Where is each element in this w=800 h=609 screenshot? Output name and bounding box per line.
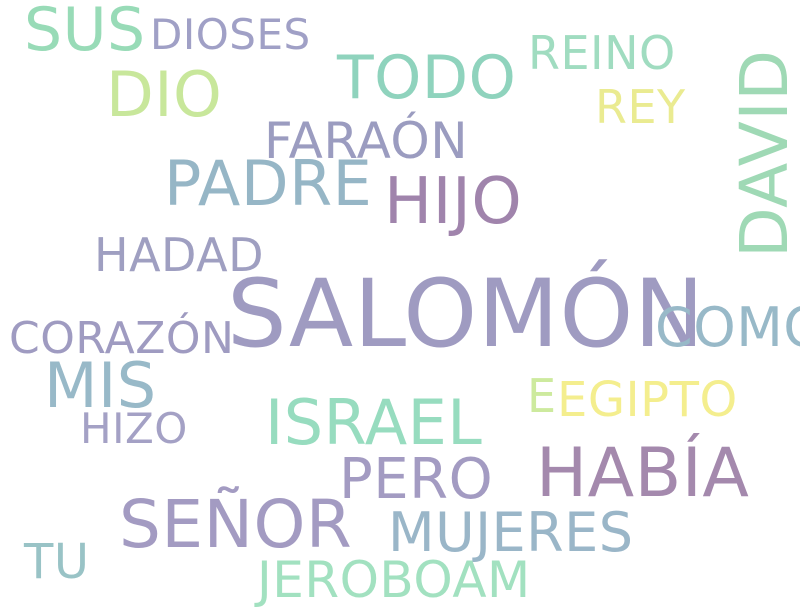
- word-hadad: HADAD: [94, 232, 264, 278]
- word-sus: SUS: [24, 0, 146, 60]
- word-dio: DIO: [106, 64, 222, 126]
- word-hizo: HIZO: [80, 408, 188, 450]
- word-reino: REINO: [528, 30, 676, 76]
- word-tu: TU: [24, 538, 89, 586]
- word-como: COMO: [655, 301, 800, 355]
- word-dioses: DIOSES: [150, 14, 311, 56]
- word-hijo: HIJO: [384, 170, 522, 234]
- word-senor: SEÑOR: [119, 492, 352, 558]
- word-israel: ISRAEL: [265, 392, 482, 454]
- word-faraon: FARAÓN: [264, 116, 468, 166]
- word-e: E: [527, 373, 557, 419]
- word-todo: TODO: [337, 48, 516, 108]
- word-rey: REY: [595, 84, 686, 130]
- word-jeroboam: JEROBOAM: [257, 555, 531, 605]
- word-salomon: SALOMÓN: [227, 268, 705, 362]
- word-david: DAVID: [732, 49, 798, 258]
- word-habia: HABÍA: [536, 440, 749, 508]
- word-corazon: CORAZÓN: [9, 317, 234, 361]
- word-pero: PERO: [339, 452, 493, 508]
- word-egipto: EGIPTO: [557, 376, 738, 424]
